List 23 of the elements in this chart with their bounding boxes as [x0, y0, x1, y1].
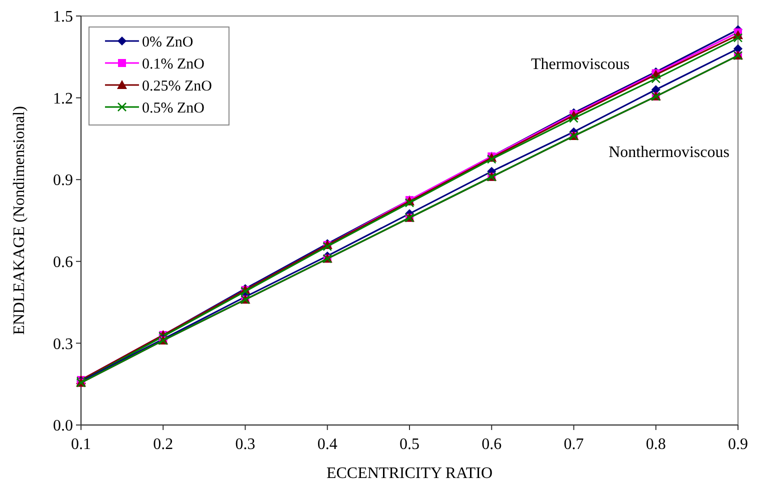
- annotation: Nonthermoviscous: [608, 144, 730, 162]
- x-tick-label: 0.1: [71, 436, 91, 453]
- legend-label: 0.5% ZnO: [142, 100, 205, 116]
- x-tick-label: 0.4: [317, 436, 338, 453]
- y-tick-label: 1.5: [53, 8, 73, 26]
- x-tick-label: 0.8: [646, 436, 666, 453]
- x-tick-label: 0.6: [482, 436, 502, 453]
- y-tick-label: 0.9: [53, 172, 73, 190]
- x-axis-title: ECCENTRICITY RATIO: [326, 465, 493, 482]
- legend-label: 0.1% ZnO: [142, 56, 205, 72]
- y-axis-title: ENDLEAKAGE (Nondimensional): [11, 106, 28, 335]
- legend-label: 0% ZnO: [142, 34, 194, 50]
- x-tick-label: 0.3: [235, 436, 256, 453]
- y-tick-label: 0.0: [53, 418, 73, 435]
- y-tick-label: 0.6: [53, 254, 73, 271]
- y-tick-label: 1.2: [53, 90, 73, 108]
- y-tick-label: 0.3: [53, 336, 73, 353]
- annotation: Thermoviscous: [530, 56, 630, 74]
- x-tick-label: 0.9: [728, 436, 748, 453]
- x-tick-label: 0.2: [153, 436, 174, 453]
- x-tick-label: 0.5: [400, 436, 420, 453]
- legend-label: 0.25% ZnO: [142, 78, 212, 94]
- x-tick-label: 0.7: [564, 436, 584, 453]
